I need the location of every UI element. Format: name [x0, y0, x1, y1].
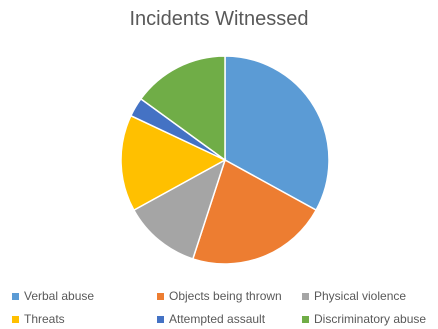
pie-slice-physical-violence — [132, 158, 227, 260]
pie-slice-objects-being-thrown — [191, 158, 318, 265]
pie-slice-verbal-abuse — [224, 55, 330, 212]
pie-slice-discriminatory-abuse — [139, 55, 226, 162]
pie-slice-threats — [120, 114, 227, 212]
chart-title: Incidents Witnessed — [129, 8, 309, 30]
